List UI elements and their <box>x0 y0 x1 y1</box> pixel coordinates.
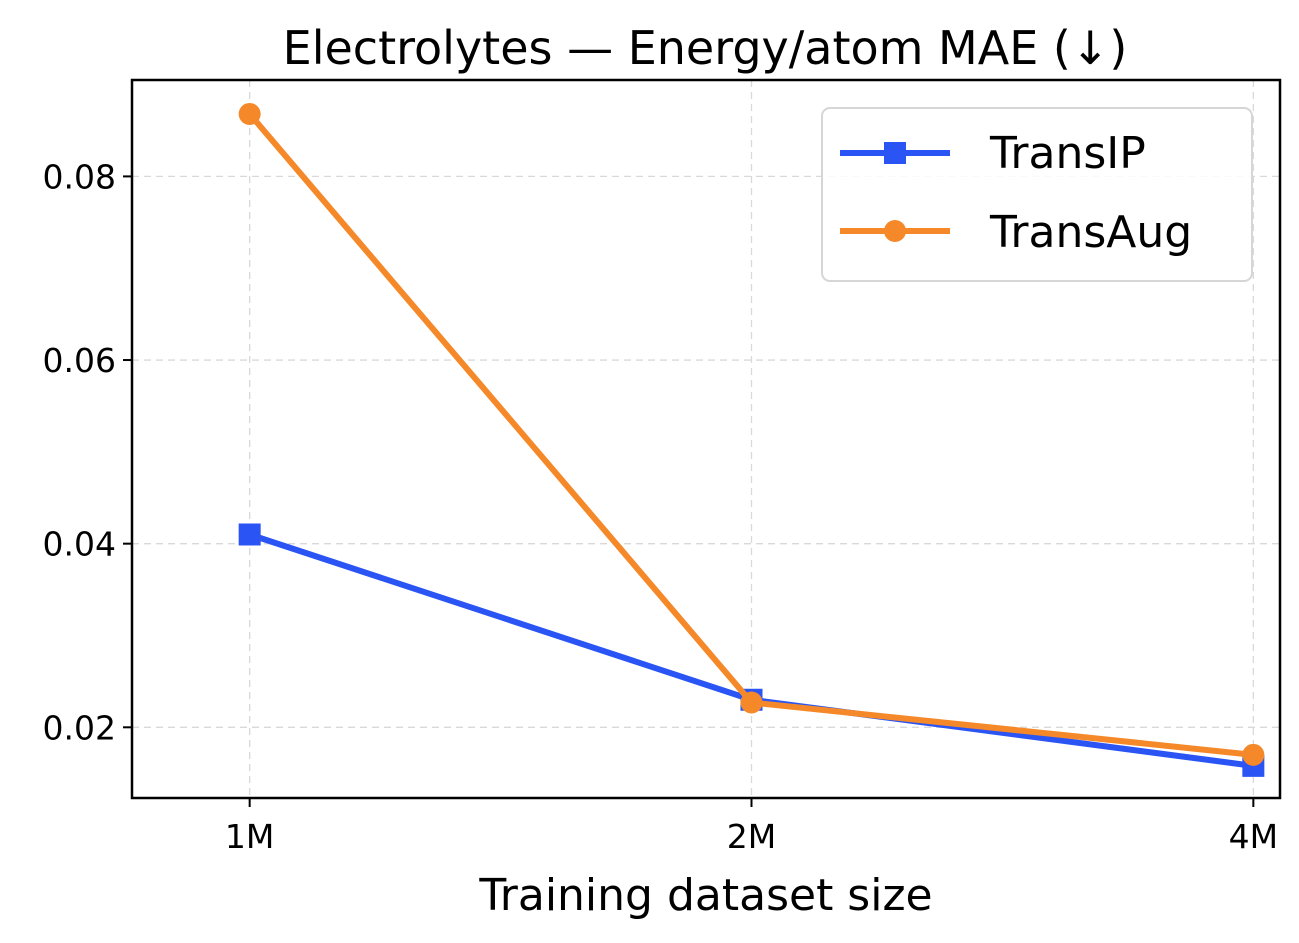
legend-square-marker <box>884 142 906 164</box>
y-tick-label: 0.02 <box>43 708 116 747</box>
plot-frame <box>130 78 1282 800</box>
legend-label-transip: TransIP <box>989 128 1146 179</box>
series-layer <box>238 102 1265 777</box>
x-tick-label: 1M <box>225 817 274 856</box>
chart-title: Electrolytes — Energy/atom MAE (↓) <box>283 21 1128 75</box>
axis-ticks: 1M 2M 4M 0.02 0.04 0.06 0.08 <box>43 157 1279 856</box>
legend-entry-transaug: TransAug <box>840 207 1192 258</box>
y-tick-label: 0.08 <box>43 157 116 196</box>
legend: TransIP TransAug <box>821 107 1253 282</box>
x-tick-label: 4M <box>1229 817 1278 856</box>
legend-entry-transip: TransIP <box>840 128 1146 179</box>
x-axis-label: Training dataset size <box>478 870 932 921</box>
data-point-transaug <box>238 102 261 125</box>
series-transaug <box>238 102 1265 766</box>
legend-circle-marker <box>884 220 906 242</box>
data-point-transaug <box>1242 743 1265 766</box>
x-tick-label: 2M <box>727 817 776 856</box>
data-point-transaug <box>740 691 763 714</box>
y-tick-label: 0.06 <box>43 341 116 380</box>
legend-label-transaug: TransAug <box>989 207 1192 258</box>
y-tick-label: 0.04 <box>43 525 116 564</box>
data-point-transip <box>238 523 261 546</box>
